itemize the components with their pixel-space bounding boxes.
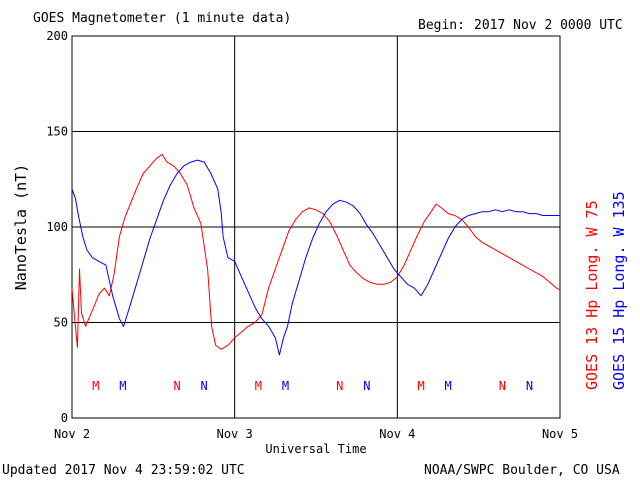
- mn-marker: N: [526, 379, 533, 393]
- mn-markers: M N M N M NM N M N M N: [92, 379, 533, 393]
- y-tick-label: 200: [46, 29, 68, 43]
- begin-label: Begin:: [418, 18, 465, 33]
- legend-goes13: GOES 13 Hp Long. W 75: [583, 200, 601, 390]
- x-tick-label: Nov 5: [542, 427, 578, 441]
- x-tick-label: Nov 2: [54, 427, 90, 441]
- series-line-goes13: [71, 153, 561, 350]
- mn-marker: M: [445, 379, 452, 393]
- mn-marker: M: [282, 379, 289, 393]
- legend-goes15: GOES 15 Hp Long. W 135: [610, 191, 628, 390]
- plot-area: 0 50 100 150 200 Nov 2 Nov 3 Nov 4 Nov 5 M N M N M N…: [46, 29, 578, 441]
- gridlines: [72, 36, 560, 418]
- mn-marker: N: [363, 379, 370, 393]
- mn-marker: N: [499, 379, 506, 393]
- begin-value: 2017 Nov 2 0000 UTC: [474, 18, 623, 33]
- mn-marker: M: [255, 379, 262, 393]
- x-tick-labels: Nov 2 Nov 3 Nov 4 Nov 5: [54, 427, 578, 441]
- mn-marker: N: [201, 379, 208, 393]
- y-tick-label: 0: [61, 411, 68, 425]
- y-axis-title: NanoTesla (nT): [12, 164, 30, 290]
- mn-marker: M: [119, 379, 126, 393]
- mn-marker: M: [92, 379, 99, 393]
- x-tick-label: Nov 4: [379, 427, 415, 441]
- series-line-goes15: [71, 159, 560, 356]
- y-tick-labels: 0 50 100 150 200: [46, 29, 68, 425]
- updated-timestamp: Updated 2017 Nov 4 23:59:02 UTC: [2, 463, 245, 478]
- y-tick-label: 150: [46, 125, 68, 139]
- x-axis-title: Universal Time: [265, 442, 366, 456]
- mn-marker: N: [336, 379, 343, 393]
- mn-marker: M: [417, 379, 424, 393]
- y-tick-label: 100: [46, 220, 68, 234]
- chart-title: GOES Magnetometer (1 minute data): [33, 11, 291, 26]
- credit-text: NOAA/SWPC Boulder, CO USA: [424, 463, 620, 478]
- mn-marker: N: [173, 379, 180, 393]
- series-lines: [71, 153, 561, 356]
- y-tick-label: 50: [54, 316, 68, 330]
- x-tick-label: Nov 3: [217, 427, 253, 441]
